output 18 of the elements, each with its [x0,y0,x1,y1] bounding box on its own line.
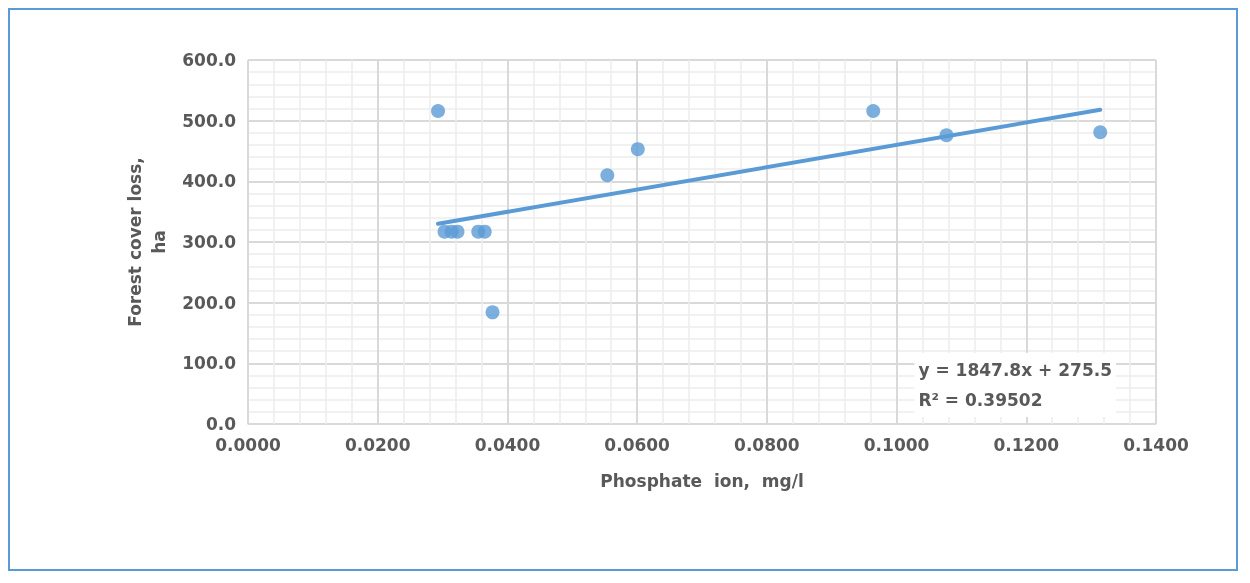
annotation: y = 1847.8x + 275.5 R² = 0.39502 [918,360,1113,410]
y-tick-label: 600.0 [182,50,237,70]
x-tick-label: 0.0800 [734,434,800,455]
y-tick-label: 500.0 [182,110,237,131]
y-tick-label: 100.0 [182,353,237,374]
y-axis-title: Forest cover loss, ha [125,157,170,327]
x-tick-label: 0.1400 [1123,434,1189,455]
y-tick-label: 0.0 [205,414,237,434]
y-tick-label: 200.0 [182,292,237,313]
x-tick-label: 0.0400 [474,434,541,455]
x-tick-label: 0.1200 [993,434,1060,455]
x-tick-label: 0.0200 [344,434,411,455]
x-tick-label: 0.0000 [215,434,281,455]
x-axis-title: Phosphate ion, mg/l [600,471,804,491]
x-tick-label: 0.0600 [604,434,671,455]
y-tick-label: 400.0 [182,171,237,192]
x-tick-label: 0.1000 [863,434,930,455]
y-tick-label: 300.0 [182,232,237,252]
